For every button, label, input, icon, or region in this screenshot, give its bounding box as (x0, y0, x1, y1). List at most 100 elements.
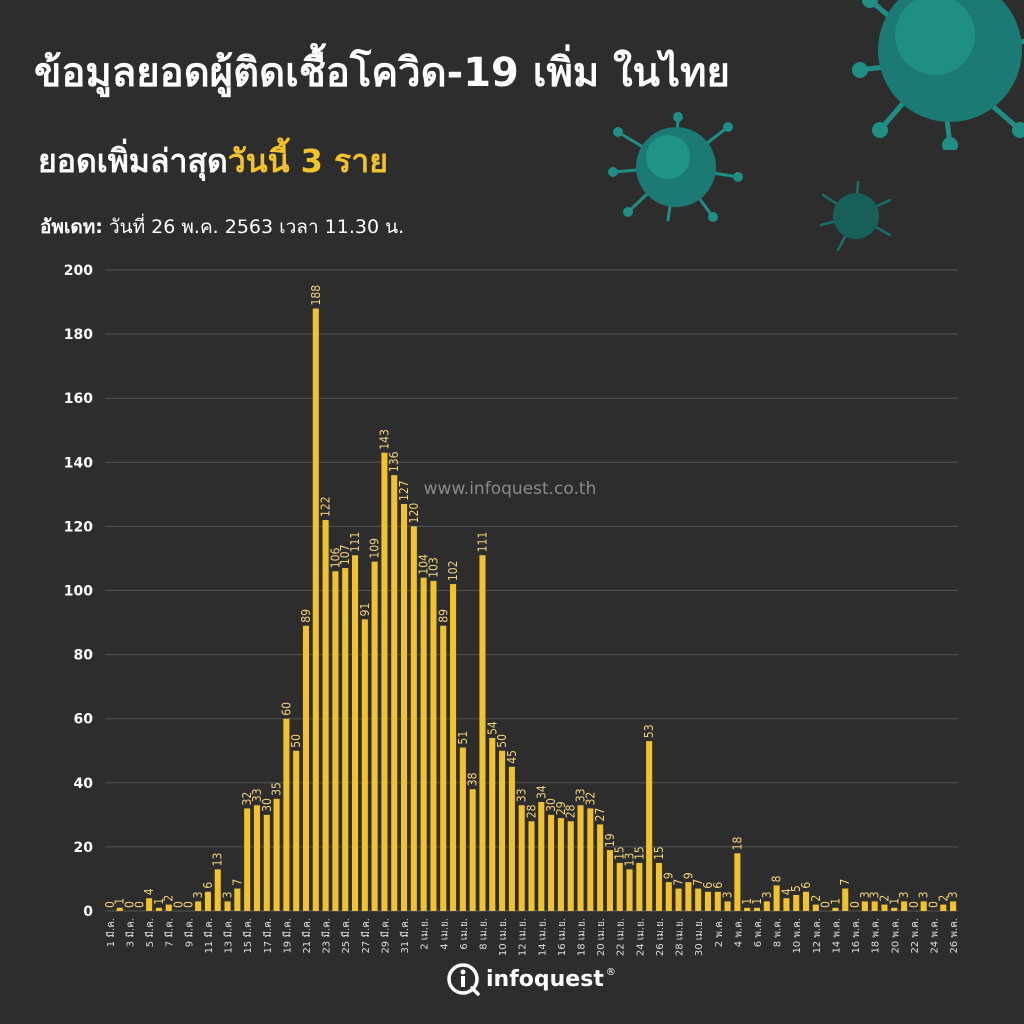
bar-value-label: 45 (505, 750, 519, 764)
x-tick-label: 26 เม.ย. (655, 918, 666, 956)
bar (695, 888, 702, 911)
bar (430, 580, 437, 911)
bar (146, 898, 153, 911)
x-tick-label: 20 พ.ค. (890, 918, 901, 954)
bar-value-label: 27 (593, 808, 607, 822)
bar-value-label: 35 (270, 782, 284, 796)
x-tick-label: 12 พ.ค. (812, 918, 823, 954)
bar-value-label: 9 (662, 872, 676, 879)
bar (420, 577, 427, 911)
bar (812, 904, 819, 911)
bar (322, 519, 329, 911)
bar-value-label: 5 (789, 885, 803, 892)
bar-value-label: 89 (299, 609, 313, 623)
bar-value-label: 50 (289, 734, 303, 748)
y-tick-label: 20 (74, 840, 94, 856)
bar-value-label: 0 (172, 901, 186, 908)
bar-value-label: 1 (152, 898, 166, 905)
bar (675, 888, 682, 911)
bar-value-label: 4 (779, 888, 793, 895)
bar (499, 750, 506, 911)
x-tick-label: 6 พ.ค. (753, 918, 764, 947)
bar (479, 555, 486, 911)
subtitle-highlight: วันนี้ 3 ราย (227, 142, 388, 180)
bar-value-label: 127 (397, 480, 411, 501)
bar (518, 805, 525, 911)
bar-value-label: 7 (691, 879, 705, 886)
bar (283, 718, 290, 911)
bar-value-label: 53 (642, 724, 656, 738)
bar (410, 526, 417, 911)
bar-value-label: 4 (142, 888, 156, 895)
bar-value-label: 30 (260, 798, 274, 812)
y-tick-label: 60 (74, 712, 94, 728)
bar (469, 789, 476, 911)
y-tick-label: 0 (83, 904, 93, 920)
bar-value-label: 18 (730, 836, 744, 850)
y-tick-label: 180 (64, 327, 93, 343)
bar (577, 805, 584, 911)
bar (116, 907, 123, 911)
x-tick-label: 9 มี.ค. (183, 918, 195, 947)
update-line: อัพเดท: วันที่ 26 พ.ค. 2563 เวลา 11.30 น… (40, 212, 404, 242)
bar-value-label: 32 (583, 792, 597, 806)
bar (371, 561, 378, 911)
bar-value-label: 2 (809, 895, 823, 902)
x-tick-label: 11 มี.ค. (203, 918, 215, 954)
x-tick-label: 13 มี.ค. (223, 918, 235, 954)
bar (832, 907, 839, 911)
bar (273, 798, 280, 911)
bar-value-label: 54 (485, 721, 499, 735)
bar (381, 452, 388, 911)
bar-value-label: 7 (672, 879, 686, 886)
bar (489, 737, 496, 911)
bar (312, 308, 319, 912)
y-tick-label: 200 (64, 263, 93, 279)
x-tick-label: 24 พ.ค. (929, 918, 940, 954)
bar (881, 904, 888, 911)
bar (724, 901, 731, 911)
x-tick-label: 18 เม.ย. (577, 918, 588, 956)
bar-value-label: 3 (868, 892, 882, 899)
x-tick-label: 18 พ.ค. (871, 918, 882, 954)
bar (342, 568, 349, 911)
y-tick-label: 80 (74, 648, 94, 664)
bar (714, 891, 721, 911)
bar-value-label: 6 (799, 882, 813, 889)
watermark: www.infoquest.co.th (424, 479, 597, 499)
x-tick-label: 22 พ.ค. (910, 918, 921, 954)
update-text: วันที่ 26 พ.ค. 2563 เวลา 11.30 น. (108, 216, 405, 238)
bar-value-label: 9 (681, 872, 695, 879)
bar-value-label: 3 (917, 892, 931, 899)
bar-value-label: 6 (201, 882, 215, 889)
x-tick-label: 31 มี.ค. (399, 918, 411, 954)
bar-value-label: 0 (907, 901, 921, 908)
bar (773, 885, 780, 911)
x-tick-label: 21 มี.ค. (301, 918, 313, 954)
x-tick-label: 14 พ.ค. (831, 918, 842, 954)
bar (195, 901, 202, 911)
bar-value-label: 143 (377, 429, 391, 450)
virus-icon (608, 112, 743, 222)
bar (793, 894, 800, 911)
bar-value-label: 0 (181, 901, 195, 908)
x-tick-label: 14 เม.ย. (537, 918, 548, 956)
bar-value-label: 28 (564, 804, 578, 818)
bar (557, 818, 564, 911)
bar (204, 891, 211, 911)
x-tick-label: 1 มี.ค. (105, 918, 117, 947)
bar-value-label: 0 (819, 901, 833, 908)
bar (665, 882, 672, 911)
bar-value-label: 107 (338, 544, 352, 565)
x-tick-label: 12 เม.ย. (518, 918, 529, 956)
bar-value-label: 13 (211, 853, 225, 867)
bar-value-label: 3 (221, 892, 235, 899)
bar-value-label: 13 (623, 853, 637, 867)
x-tick-label: 8 เม.ย. (478, 918, 489, 950)
bar-value-label: 8 (770, 875, 784, 882)
bar-value-label: 50 (495, 734, 509, 748)
virus-icon (819, 180, 892, 252)
x-tick-label: 15 มี.ค. (242, 918, 254, 954)
x-tick-label: 8 พ.ค. (773, 918, 784, 947)
